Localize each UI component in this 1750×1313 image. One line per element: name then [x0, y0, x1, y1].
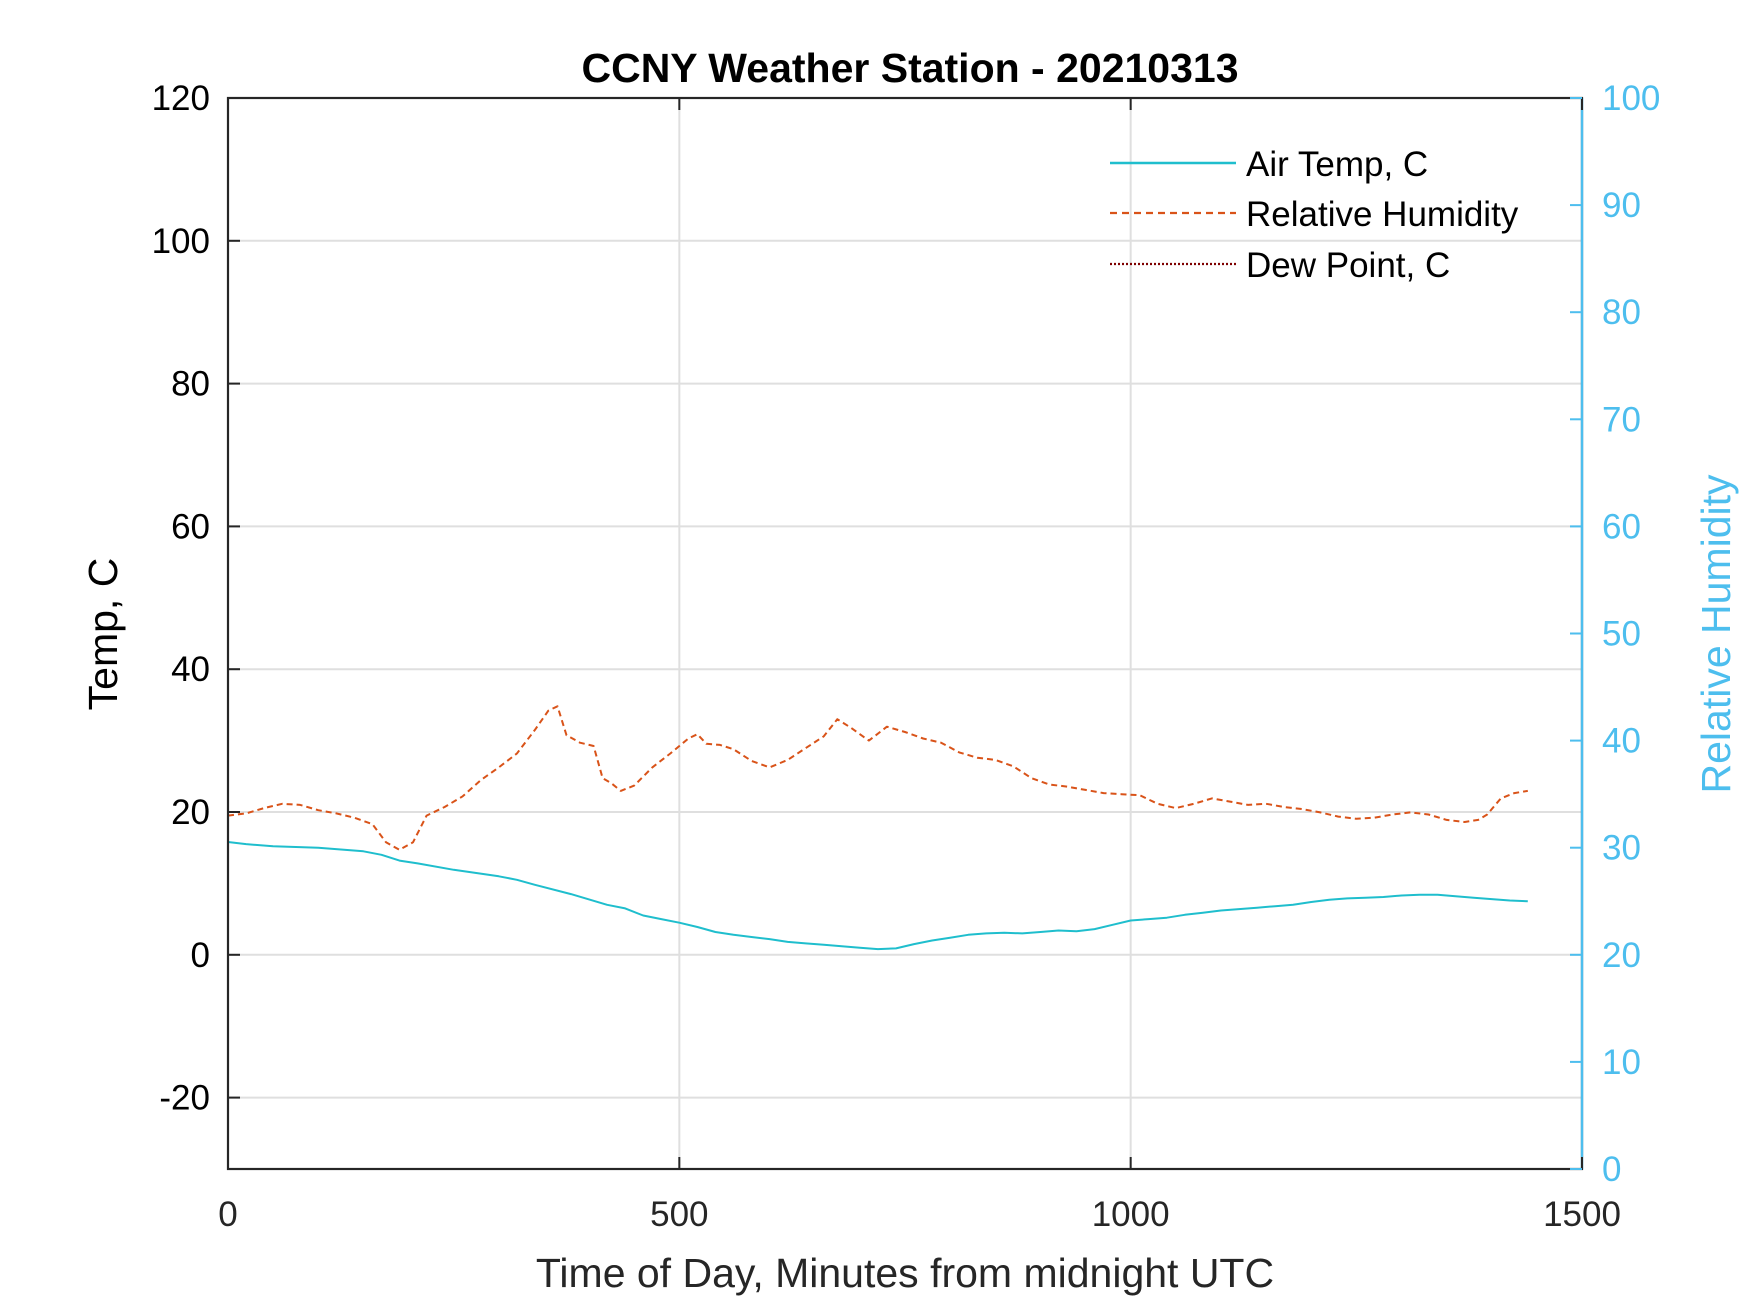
x-tick-label: 1000	[1092, 1195, 1170, 1234]
right-tick-label: 100	[1602, 79, 1660, 118]
y-tick-label: -20	[159, 1079, 210, 1118]
x-axis-ticks: 0 500 1000 1500	[218, 98, 1621, 1234]
right-tick-label: 40	[1602, 722, 1641, 761]
right-tick-label: 50	[1602, 615, 1641, 654]
y-axis-label: Temp, C	[80, 558, 126, 711]
right-tick-label: 20	[1602, 936, 1641, 975]
right-tick-label: 0	[1602, 1150, 1621, 1189]
legend-label-humidity: Relative Humidity	[1246, 195, 1519, 234]
right-axis-label: Relative Humidity	[1693, 474, 1739, 793]
y-tick-label: 120	[152, 79, 210, 118]
y-tick-label: 100	[152, 222, 210, 261]
x-tick-label: 500	[650, 1195, 708, 1234]
right-tick-label: 30	[1602, 829, 1641, 868]
right-axis-ticks: 0 10 20 30 40 50 60 70 80 90 100	[1570, 79, 1660, 1189]
y-tick-label: 0	[191, 936, 210, 975]
right-tick-label: 80	[1602, 293, 1641, 332]
x-axis-label: Time of Day, Minutes from midnight UTC	[536, 1250, 1274, 1296]
right-tick-label: 70	[1602, 400, 1641, 439]
plot-series	[227, 705, 1528, 951]
grid-lines	[228, 98, 1582, 1169]
chart-title: CCNY Weather Station - 20210313	[581, 45, 1238, 91]
y-tick-label: 20	[171, 793, 210, 832]
humidity-series-line	[227, 705, 1528, 851]
air-temp-series-line	[227, 841, 1528, 951]
y-tick-label: 40	[171, 650, 210, 689]
legend: Air Temp, C Relative Humidity Dew Point,…	[1110, 145, 1519, 285]
x-tick-label: 1500	[1543, 1195, 1621, 1234]
x-tick-label: 0	[218, 1195, 237, 1234]
legend-label-air-temp: Air Temp, C	[1246, 145, 1428, 184]
right-tick-label: 90	[1602, 186, 1641, 225]
y-axis-ticks: -20 0 20 40 60 80 100 120	[152, 79, 240, 1118]
y-tick-label: 60	[171, 507, 210, 546]
right-tick-label: 10	[1602, 1043, 1641, 1082]
right-tick-label: 60	[1602, 507, 1641, 546]
y-tick-label: 80	[171, 365, 210, 404]
legend-label-dew-point: Dew Point, C	[1246, 246, 1450, 285]
